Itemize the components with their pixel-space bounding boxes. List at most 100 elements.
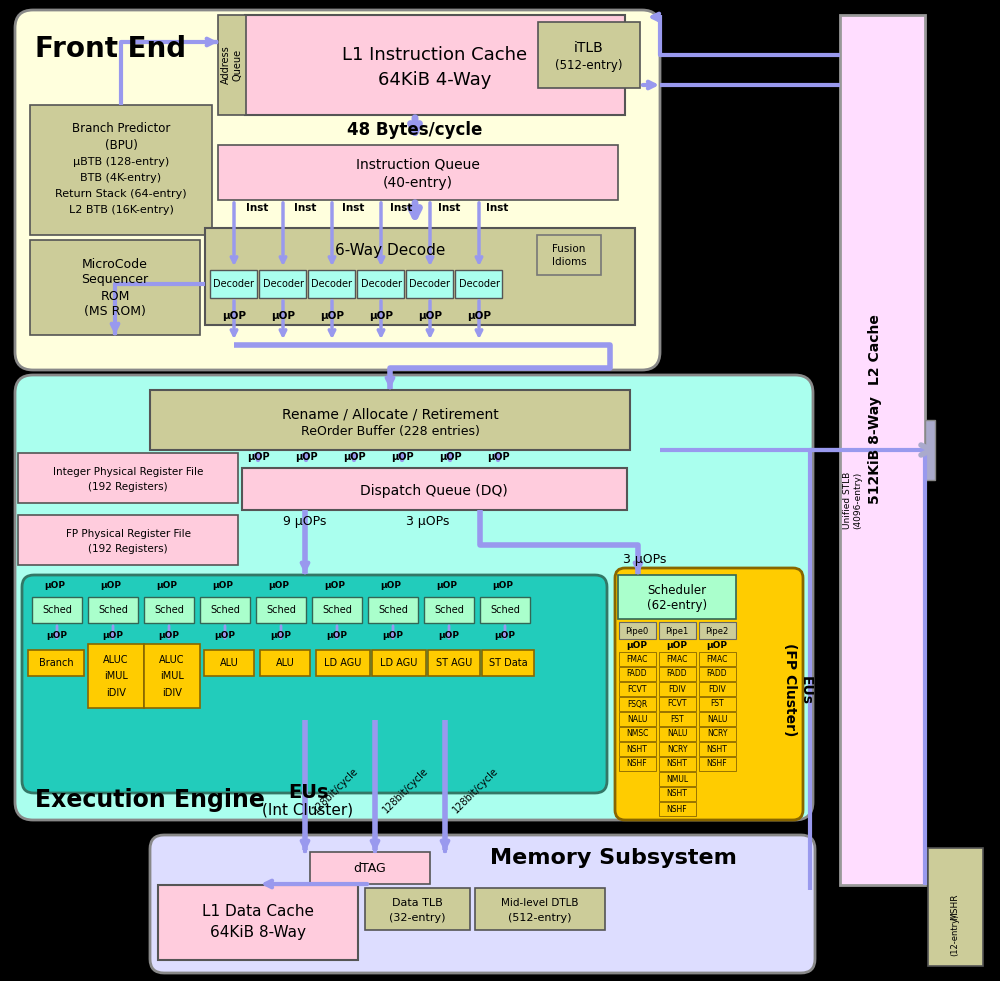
FancyBboxPatch shape xyxy=(15,10,660,370)
Text: Sched: Sched xyxy=(434,605,464,615)
Text: iDIV: iDIV xyxy=(162,688,182,698)
Bar xyxy=(537,235,601,275)
Text: Branch Predictor: Branch Predictor xyxy=(72,122,170,134)
Text: μOP: μOP xyxy=(369,311,393,321)
Bar xyxy=(150,390,630,450)
Text: iMUL: iMUL xyxy=(160,671,184,681)
Bar xyxy=(699,652,736,666)
Bar xyxy=(840,15,925,885)
Text: Sched: Sched xyxy=(266,605,296,615)
Text: 128bit/cycle: 128bit/cycle xyxy=(381,765,430,814)
Bar xyxy=(699,742,736,756)
Bar xyxy=(619,652,656,666)
Text: 128bit/cycle: 128bit/cycle xyxy=(451,765,500,814)
Text: μOP: μOP xyxy=(343,452,365,462)
Bar xyxy=(242,468,627,510)
Text: NSHT: NSHT xyxy=(627,745,647,753)
Text: μOP: μOP xyxy=(467,311,491,321)
Bar xyxy=(659,727,696,741)
Text: MicroCode: MicroCode xyxy=(82,257,148,271)
Text: μOP: μOP xyxy=(626,641,648,649)
Text: FSQR: FSQR xyxy=(627,699,647,708)
Bar xyxy=(659,652,696,666)
Text: (12-entry): (12-entry) xyxy=(950,914,960,956)
Text: Inst: Inst xyxy=(294,203,316,213)
Text: 128bit/cycle: 128bit/cycle xyxy=(311,765,360,814)
Text: NALU: NALU xyxy=(667,730,687,739)
Bar xyxy=(308,270,355,298)
Bar xyxy=(659,697,696,711)
Text: Execution Engine: Execution Engine xyxy=(35,788,265,812)
Text: μOP: μOP xyxy=(156,581,178,590)
Bar xyxy=(259,270,306,298)
Text: iTLB: iTLB xyxy=(574,41,604,55)
Text: FCVT: FCVT xyxy=(667,699,687,708)
Bar xyxy=(30,105,212,235)
Bar xyxy=(245,15,625,115)
Text: (BPU): (BPU) xyxy=(105,138,137,151)
Text: LD AGU: LD AGU xyxy=(380,658,418,668)
Bar xyxy=(699,667,736,681)
Text: 3 μOPs: 3 μOPs xyxy=(623,553,667,566)
Text: Data TLB: Data TLB xyxy=(392,898,442,908)
Text: FCVT: FCVT xyxy=(627,685,647,694)
Text: MSHR: MSHR xyxy=(950,894,960,920)
Text: Scheduler: Scheduler xyxy=(647,585,707,597)
Bar xyxy=(368,597,418,623)
Text: μOP: μOP xyxy=(212,581,234,590)
Text: μOP: μOP xyxy=(436,581,458,590)
Text: (40-entry): (40-entry) xyxy=(383,176,453,190)
Text: iMUL: iMUL xyxy=(104,671,128,681)
Text: ALUC: ALUC xyxy=(159,655,185,665)
Text: Sequencer: Sequencer xyxy=(81,274,149,286)
Text: Memory Subsystem: Memory Subsystem xyxy=(490,848,737,868)
Text: 3 μOPs: 3 μOPs xyxy=(406,515,450,529)
Bar xyxy=(659,787,696,801)
Text: μOP: μOP xyxy=(214,632,236,641)
Bar xyxy=(428,650,480,676)
Text: μOP: μOP xyxy=(418,311,442,321)
Bar xyxy=(357,270,404,298)
Bar xyxy=(218,15,246,115)
Text: Pipe0: Pipe0 xyxy=(625,627,649,636)
Text: μOP: μOP xyxy=(100,581,122,590)
Text: NCRY: NCRY xyxy=(707,730,727,739)
Bar xyxy=(30,240,200,335)
Text: NSHT: NSHT xyxy=(667,759,687,768)
Bar xyxy=(475,888,605,930)
Text: NSHT: NSHT xyxy=(667,790,687,799)
Text: (62-entry): (62-entry) xyxy=(647,599,707,612)
Text: ALUC: ALUC xyxy=(103,655,129,665)
Text: FADD: FADD xyxy=(627,669,647,679)
Text: Front End: Front End xyxy=(35,35,186,63)
Bar xyxy=(699,682,736,696)
Text: (512-entry): (512-entry) xyxy=(555,59,623,72)
Text: NSHF: NSHF xyxy=(627,759,647,768)
Text: μBTB (128-entry): μBTB (128-entry) xyxy=(73,157,169,167)
Text: μOP: μOP xyxy=(46,632,68,641)
Text: Instruction Queue: Instruction Queue xyxy=(356,158,480,172)
Text: NMUL: NMUL xyxy=(666,775,688,784)
Text: μOP: μOP xyxy=(158,632,180,641)
Text: (512-entry): (512-entry) xyxy=(508,913,572,923)
Text: ST AGU: ST AGU xyxy=(436,658,472,668)
Bar xyxy=(659,667,696,681)
Text: (192 Registers): (192 Registers) xyxy=(88,544,168,554)
Bar xyxy=(699,712,736,726)
Text: 512KiB 8-Way: 512KiB 8-Way xyxy=(868,396,882,504)
Text: μOP: μOP xyxy=(222,311,246,321)
Text: Rename / Allocate / Retirement: Rename / Allocate / Retirement xyxy=(282,407,498,421)
Text: (32-entry): (32-entry) xyxy=(389,913,445,923)
Bar xyxy=(18,453,238,503)
Text: ALU: ALU xyxy=(276,658,294,668)
Bar xyxy=(144,644,200,708)
Text: μOP: μOP xyxy=(487,452,509,462)
Text: FMAC: FMAC xyxy=(666,654,688,663)
Text: Decoder: Decoder xyxy=(410,279,450,289)
Bar xyxy=(619,697,656,711)
Text: μOP: μOP xyxy=(324,581,346,590)
Bar xyxy=(260,650,310,676)
Bar xyxy=(619,682,656,696)
Text: iDIV: iDIV xyxy=(106,688,126,698)
Text: FMAC: FMAC xyxy=(706,654,728,663)
